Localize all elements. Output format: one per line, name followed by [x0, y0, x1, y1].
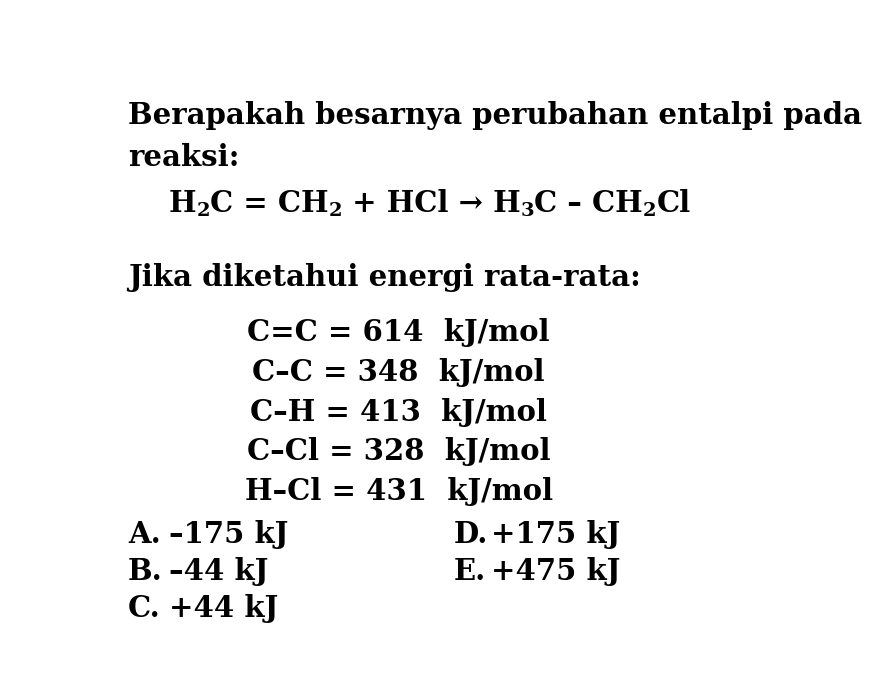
- Text: B.: B.: [127, 557, 163, 585]
- Text: 2: 2: [196, 202, 210, 219]
- Text: +44 kJ: +44 kJ: [169, 594, 278, 623]
- Text: H–Cl = 431  kJ/mol: H–Cl = 431 kJ/mol: [244, 477, 553, 506]
- Text: –44 kJ: –44 kJ: [169, 557, 268, 585]
- Text: +475 kJ: +475 kJ: [491, 557, 620, 585]
- Text: + HCl → H: + HCl → H: [342, 189, 520, 217]
- Text: Cl: Cl: [657, 189, 690, 217]
- Text: C = CH: C = CH: [210, 189, 328, 217]
- Text: –175 kJ: –175 kJ: [169, 519, 289, 548]
- Text: C–Cl = 328  kJ/mol: C–Cl = 328 kJ/mol: [247, 438, 550, 466]
- Text: reaksi:: reaksi:: [127, 144, 239, 173]
- Text: Jika diketahui energi rata-rata:: Jika diketahui energi rata-rata:: [127, 263, 641, 292]
- Text: H: H: [169, 189, 196, 217]
- Text: 2: 2: [328, 202, 342, 219]
- Text: C–C = 348  kJ/mol: C–C = 348 kJ/mol: [252, 358, 545, 387]
- Text: C–H = 413  kJ/mol: C–H = 413 kJ/mol: [250, 398, 547, 427]
- Text: C.: C.: [127, 594, 160, 623]
- Text: C – CH: C – CH: [535, 189, 643, 217]
- Text: C=C = 614  kJ/mol: C=C = 614 kJ/mol: [248, 319, 550, 347]
- Text: 3: 3: [520, 202, 535, 219]
- Text: D.: D.: [454, 519, 488, 548]
- Text: +175 kJ: +175 kJ: [491, 519, 620, 548]
- Text: E.: E.: [454, 557, 486, 585]
- Text: 2: 2: [643, 202, 657, 219]
- Text: A.: A.: [127, 519, 160, 548]
- Text: Berapakah besarnya perubahan entalpi pada: Berapakah besarnya perubahan entalpi pad…: [127, 101, 862, 130]
